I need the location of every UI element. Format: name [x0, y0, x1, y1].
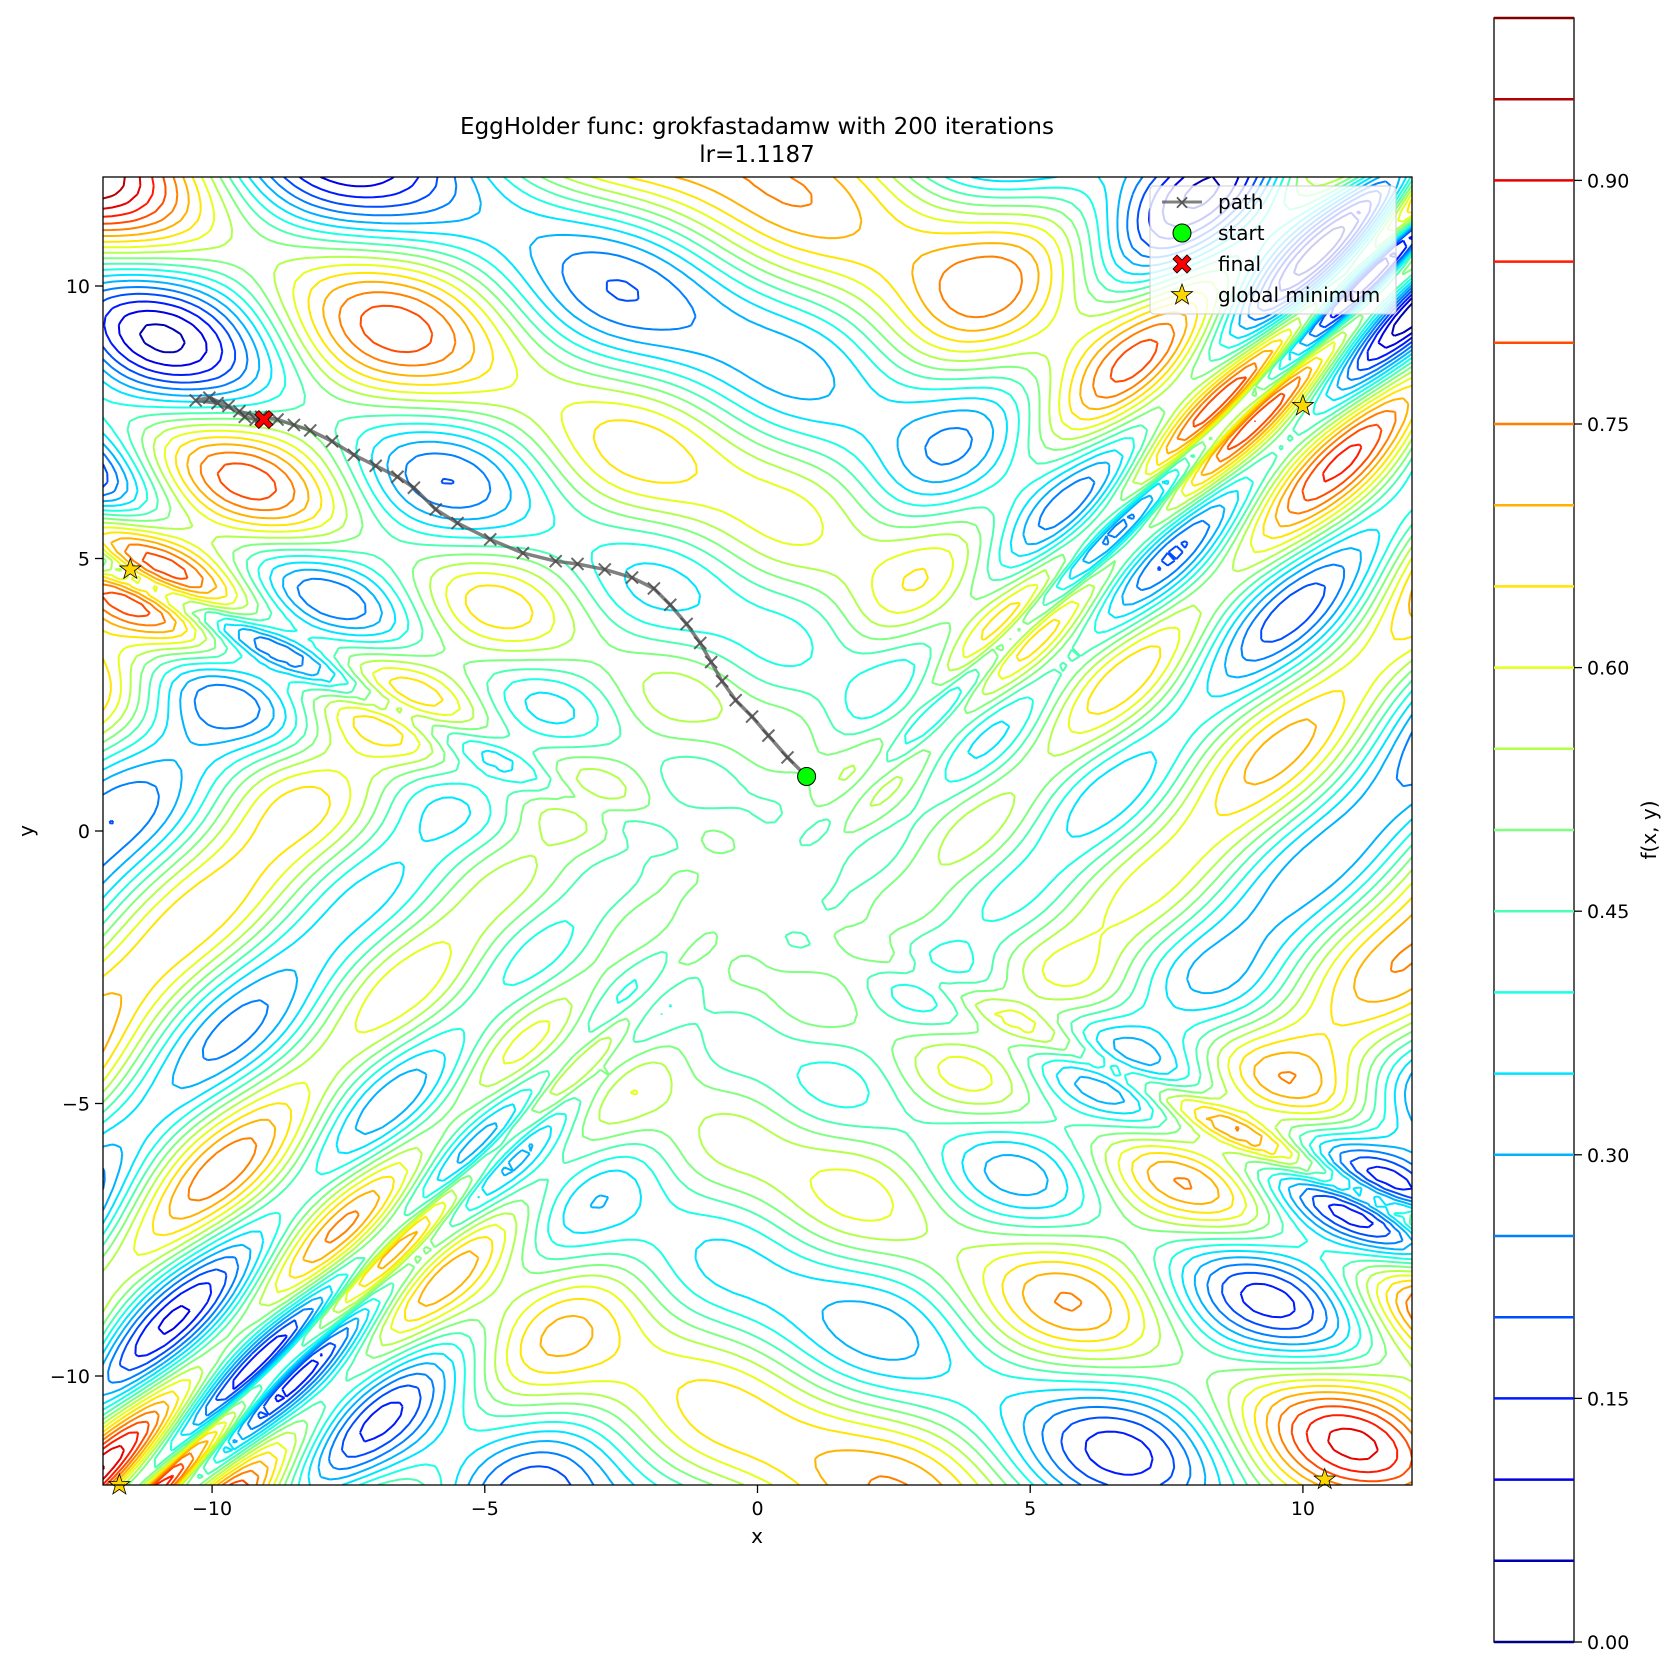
global-minimum-marker-1	[1291, 393, 1315, 416]
legend-final-marker	[1172, 254, 1192, 274]
path-point-29	[210, 396, 225, 410]
chart-title: EggHolder func: grokfastadamw with 200 i…	[460, 114, 1054, 140]
path-point-2	[761, 728, 776, 743]
chart-subtitle: lr=1.1187	[699, 142, 815, 168]
contour-level-6	[103, 177, 1412, 1485]
path-point-18	[428, 502, 443, 517]
colorbar-tick-label-5: 0.75	[1587, 414, 1629, 436]
start-marker	[797, 767, 817, 786]
contour-level-7	[103, 177, 1412, 1485]
path-point-10	[647, 581, 661, 596]
path-point-25	[287, 418, 301, 432]
global-minimum-marker-0	[118, 557, 142, 580]
y-tick-label-4: 10	[66, 276, 90, 298]
x-tick-label-4: 10	[1291, 1498, 1315, 1520]
contour-level-9	[103, 177, 1412, 1485]
plot-background	[103, 177, 1412, 1485]
markers	[107, 393, 1337, 1495]
path-point-23	[325, 434, 339, 449]
path-point-30	[189, 393, 203, 408]
path-point-6	[704, 655, 718, 669]
global-minimum-marker-3	[107, 1472, 132, 1495]
contour-level-8	[103, 177, 1412, 1485]
path-point-3	[745, 709, 759, 724]
legend: × path start final global minimum	[1149, 185, 1397, 315]
y-tick-label-1: −5	[62, 1094, 90, 1116]
path-point-21	[369, 459, 383, 473]
path-point-26	[270, 412, 285, 427]
y-axis-label: y	[14, 825, 38, 837]
colorbar: 0.00 0.15 0.30 0.45 0.60 0.75 0.90 f(x, y)	[1493, 16, 1661, 1654]
path-point-22	[347, 448, 361, 462]
colorbar-tick-label-4: 0.60	[1587, 658, 1629, 680]
legend-label-global-minimum: global minimum	[1218, 283, 1380, 307]
y-tick-label-0: −10	[50, 1366, 90, 1388]
x-tick-label-1: −5	[471, 1498, 499, 1520]
x-axis: −10 −5 0 5 10	[192, 1485, 1315, 1520]
path-point-32	[221, 399, 236, 413]
colorbar-ticks: 0.00 0.15 0.30 0.45 0.60 0.75 0.90	[1574, 170, 1629, 1654]
path-point-12	[598, 562, 612, 577]
contour-level-18	[103, 177, 1379, 1480]
y-tick-label-3: 5	[78, 549, 90, 571]
path-point-5	[715, 674, 729, 688]
colorbar-label: f(x, y)	[1637, 800, 1661, 859]
legend-global-minimum-marker	[1170, 282, 1194, 305]
y-axis: −10 −5 0 5 10	[50, 276, 103, 1388]
path-point-24	[303, 423, 317, 438]
legend-start-marker	[1172, 223, 1192, 243]
y-tick-label-2: 0	[78, 821, 90, 843]
legend-frame	[1149, 185, 1397, 315]
legend-path-x-marker: ×	[1174, 190, 1191, 214]
path-point-13	[570, 557, 585, 571]
path-point-16	[483, 532, 497, 547]
path-point-15	[516, 546, 530, 560]
path-point-33	[238, 410, 252, 424]
legend-label-path: path	[1218, 190, 1263, 214]
path-point-8	[679, 617, 694, 631]
final-marker	[254, 409, 274, 430]
path-point-11	[625, 570, 639, 585]
colorbar-tick-label-0: 0.00	[1587, 1632, 1629, 1654]
colorbar-tick-label-1: 0.15	[1587, 1388, 1629, 1410]
x-tick-label-3: 5	[1024, 1498, 1036, 1520]
colorbar-tick-label-2: 0.30	[1587, 1145, 1629, 1167]
legend-label-final: final	[1218, 252, 1261, 276]
contour-level-17	[103, 177, 1399, 1485]
x-tick-label-0: −10	[192, 1498, 232, 1520]
path-point-1	[780, 750, 795, 765]
colorbar-tick-label-3: 0.45	[1587, 901, 1629, 923]
path-point-14	[548, 554, 563, 568]
path-point-19	[407, 480, 421, 495]
colorbar-levels	[1494, 16, 1574, 1644]
legend-label-start: start	[1218, 221, 1265, 245]
path-point-20	[390, 470, 405, 484]
global-minimum-marker-2	[1313, 1467, 1337, 1490]
path-point-4	[728, 693, 743, 707]
path-point-9	[663, 598, 677, 612]
path-point-17	[450, 516, 465, 530]
colorbar-tick-label-6: 0.90	[1587, 170, 1629, 192]
x-tick-label-2: 0	[751, 1498, 763, 1520]
x-axis-label: x	[751, 1524, 763, 1548]
path-point-7	[693, 636, 707, 650]
optimizer-path	[189, 391, 814, 784]
path-point-31	[202, 391, 217, 405]
